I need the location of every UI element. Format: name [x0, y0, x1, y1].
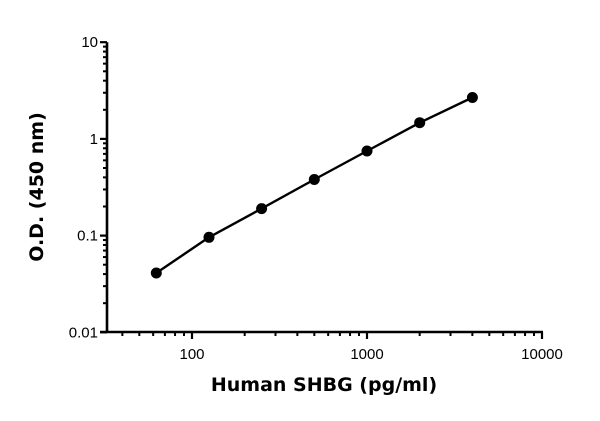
y-axis-title: O.D. (450 nm): [26, 112, 48, 262]
data-point: [256, 203, 268, 215]
y-axis: 0.01 0.1 1 10: [69, 34, 109, 341]
data-point: [203, 231, 215, 243]
data-point: [361, 145, 373, 157]
data-point: [414, 117, 426, 129]
plot-area: [150, 92, 478, 279]
x-tick-label: 100: [179, 346, 204, 363]
x-tick-label: 1000: [350, 346, 383, 363]
y-tick-label: 1: [90, 131, 98, 148]
y-tick-label: 10: [81, 34, 98, 51]
data-point: [150, 267, 162, 279]
x-axis-title: Human SHBG (pg/ml): [211, 374, 437, 396]
y-tick-label: 0.01: [69, 324, 98, 341]
x-axis: 100 1000 10000: [100, 330, 563, 363]
y-tick-label: 0.1: [77, 228, 98, 245]
data-point: [308, 174, 320, 185]
x-tick-label: 10000: [521, 346, 563, 363]
data-point: [466, 92, 478, 103]
